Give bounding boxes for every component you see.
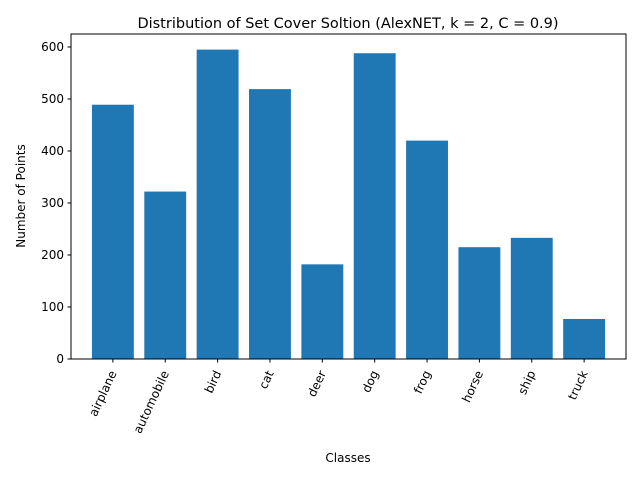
x-tick-label-airplane: airplane <box>86 368 119 418</box>
x-axis: airplane automobile bird cat deer dog frog hors… <box>86 359 591 436</box>
x-tick-label-cat: cat <box>256 368 277 391</box>
bar-airplane <box>91 104 134 359</box>
x-tick-label-deer: deer <box>305 368 329 399</box>
bars-group <box>91 49 606 360</box>
bar-automobile <box>144 191 187 359</box>
x-tick-label-dog: dog <box>359 368 381 394</box>
bar-cat <box>249 89 291 360</box>
y-tick-label: 300 <box>41 196 64 210</box>
y-tick-label: 0 <box>56 352 64 366</box>
x-tick-label-bird: bird <box>202 368 225 395</box>
bar-frog <box>406 140 448 359</box>
bar-deer <box>301 264 344 359</box>
bar-horse <box>458 247 501 359</box>
y-axis: 0 100 200 300 400 500 600 <box>41 40 71 366</box>
plot-frame <box>70 33 627 360</box>
chart-title: Distribution of Set Cover Soltion (AlexN… <box>137 16 558 32</box>
y-axis-label: Number of Points <box>14 144 28 247</box>
bar-ship <box>510 237 553 359</box>
x-tick-label-horse: horse <box>459 368 486 404</box>
y-tick-label: 200 <box>41 248 64 262</box>
y-tick-label: 600 <box>41 40 64 54</box>
bar-dog <box>353 53 396 360</box>
y-tick-label: 100 <box>41 300 64 314</box>
y-tick-label: 400 <box>41 144 64 158</box>
bar-truck <box>563 318 606 359</box>
x-tick-label-automobile: automobile <box>131 368 172 435</box>
x-tick-label-truck: truck <box>565 368 591 402</box>
x-tick-label-frog: frog <box>411 368 434 396</box>
x-axis-label: Classes <box>325 451 370 465</box>
y-tick-label: 500 <box>41 92 64 106</box>
x-tick-label-ship: ship <box>515 368 538 396</box>
bar-bird <box>196 49 239 359</box>
